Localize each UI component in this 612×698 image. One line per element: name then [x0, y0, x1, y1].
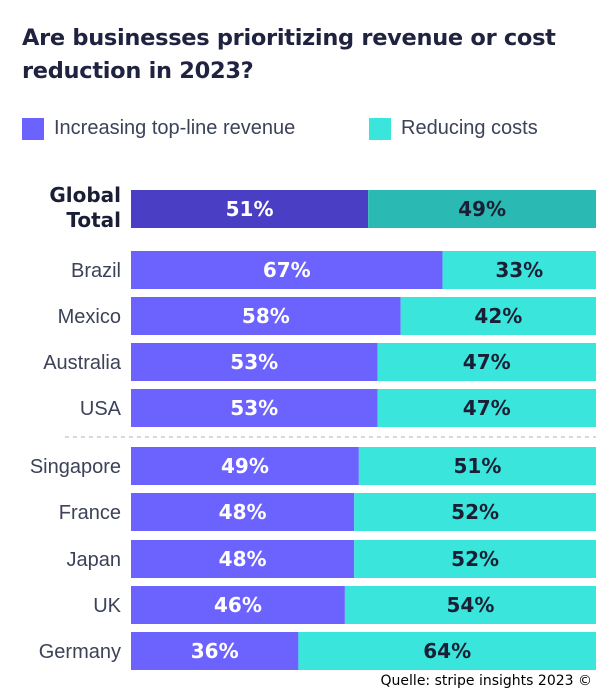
data-label-revenue-mexico: 58%	[242, 304, 290, 328]
legend-item-revenue: Increasing top-line revenue	[22, 117, 295, 140]
bar-costs-australia	[377, 343, 596, 381]
category-label-usa: USA	[80, 398, 122, 420]
bar-revenue-global-total	[131, 190, 369, 228]
category-label-singapore: Singapore	[30, 456, 121, 478]
category-label-mexico: Mexico	[58, 306, 121, 328]
category-label-uk: UK	[93, 595, 121, 617]
data-label-revenue-brazil: 67%	[263, 258, 311, 282]
legend-swatch-costs	[369, 117, 391, 140]
bar-revenue-singapore	[131, 447, 359, 485]
bar-costs-uk	[344, 586, 596, 624]
data-label-revenue-australia: 53%	[230, 350, 278, 374]
legend-label-revenue: Increasing top-line revenue	[54, 117, 296, 139]
data-label-costs-uk: 54%	[447, 593, 495, 617]
data-label-costs-germany: 64%	[423, 639, 471, 663]
data-label-revenue-global-total: 51%	[226, 197, 274, 221]
data-label-costs-japan: 52%	[451, 547, 499, 571]
bar-revenue-brazil	[131, 251, 443, 289]
data-label-revenue-japan: 48%	[219, 547, 267, 571]
data-label-revenue-france: 48%	[219, 500, 267, 524]
category-label-australia: Australia	[43, 352, 122, 374]
bar-revenue-usa	[131, 389, 378, 427]
chart-title: Are businesses prioritizing revenue or c…	[22, 25, 556, 84]
data-label-revenue-usa: 53%	[230, 396, 278, 420]
data-label-revenue-singapore: 49%	[221, 454, 269, 478]
data-label-costs-usa: 47%	[463, 396, 511, 420]
data-label-costs-mexico: 42%	[474, 304, 522, 328]
bar-costs-global-total	[368, 190, 596, 228]
category-label-brazil: Brazil	[71, 260, 121, 282]
category-label-france: France	[59, 502, 121, 524]
category-label-japan: Japan	[67, 549, 122, 571]
bar-revenue-japan	[131, 540, 355, 578]
bar-costs-japan	[354, 540, 596, 578]
source-note: Quelle: stripe insights 2023 ©	[380, 673, 592, 689]
data-label-revenue-uk: 46%	[214, 593, 262, 617]
bar-revenue-australia	[131, 343, 378, 381]
bar-costs-mexico	[400, 297, 596, 335]
legend-item-costs: Reducing costs	[369, 117, 538, 140]
category-label-germany: Germany	[39, 641, 121, 663]
bar-costs-france	[354, 493, 596, 531]
legend-swatch-revenue	[22, 117, 44, 140]
data-label-costs-france: 52%	[451, 500, 499, 524]
legend-label-costs: Reducing costs	[401, 117, 538, 139]
bar-costs-germany	[298, 632, 596, 670]
bar-revenue-germany	[131, 632, 299, 670]
data-label-costs-brazil: 33%	[495, 258, 543, 282]
category-label-global-total: Global Total	[49, 183, 121, 232]
bar-costs-usa	[377, 389, 596, 427]
data-label-costs-australia: 47%	[463, 350, 511, 374]
bar-revenue-uk	[131, 586, 345, 624]
data-label-revenue-germany: 36%	[191, 639, 239, 663]
data-label-costs-singapore: 51%	[453, 454, 501, 478]
bar-costs-brazil	[442, 251, 596, 289]
data-label-costs-global-total: 49%	[458, 197, 506, 221]
bar-revenue-mexico	[131, 297, 401, 335]
bar-revenue-france	[131, 493, 355, 531]
bar-costs-singapore	[358, 447, 596, 485]
